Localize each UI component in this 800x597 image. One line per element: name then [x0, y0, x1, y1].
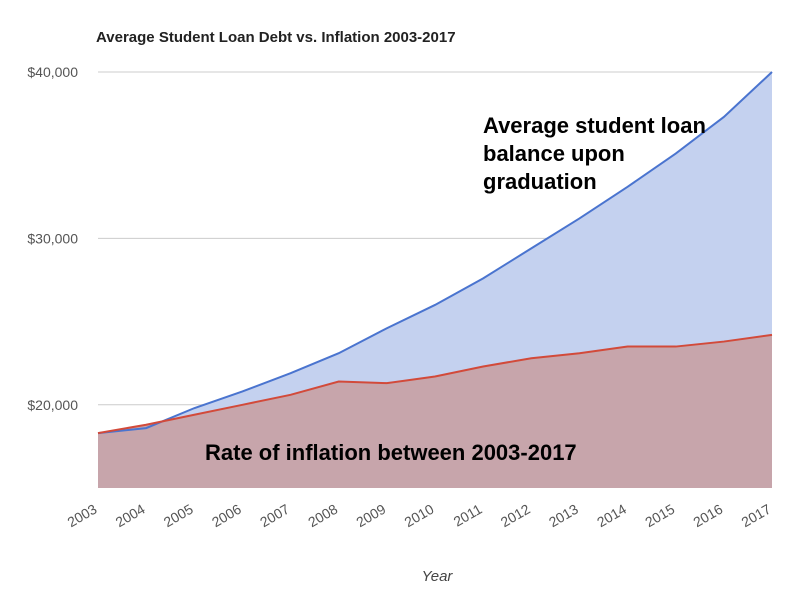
- x-axis-label: Year: [422, 568, 454, 585]
- x-tick-label: 2008: [305, 501, 340, 531]
- x-tick-label: 2009: [353, 501, 388, 531]
- x-tick-label: 2003: [65, 501, 100, 531]
- chart-title: Average Student Loan Debt vs. Inflation …: [96, 29, 456, 46]
- inflation-line: [97, 333, 773, 435]
- debt-annotation-line-2: balance upon: [483, 141, 625, 166]
- y-axis: $20,000 $30,000 $40,000: [27, 64, 78, 413]
- x-tick-label: 2010: [402, 501, 437, 531]
- debt-annotation-line-3: graduation: [483, 169, 597, 194]
- series-areas: [98, 72, 772, 488]
- x-tick-label: 2015: [642, 501, 677, 531]
- x-tick-label: 2014: [594, 501, 629, 531]
- student-loan-line: [97, 71, 773, 435]
- y-tick-label: $20,000: [27, 397, 78, 413]
- x-tick-label: 2016: [690, 501, 725, 531]
- inflation-area: [98, 334, 772, 488]
- y-tick-label: $30,000: [27, 230, 78, 246]
- x-tick-label: 2013: [546, 501, 581, 531]
- x-tick-label: 2017: [739, 501, 774, 531]
- series-lines: [97, 71, 773, 435]
- x-tick-label: 2012: [498, 501, 533, 531]
- inflation-annotation: Rate of inflation between 2003-2017: [205, 440, 577, 465]
- x-axis: 2003 2004 2005 2006 2007 2008 2009 2010 2011 2012…: [65, 501, 774, 531]
- x-tick-label: 2005: [161, 501, 196, 531]
- x-tick-label: 2011: [451, 501, 485, 530]
- y-tick-label: $40,000: [27, 64, 78, 80]
- x-tick-label: 2006: [209, 501, 244, 531]
- debt-annotation-line-1: Average student loan: [483, 113, 706, 138]
- x-tick-label: 2007: [257, 501, 292, 531]
- x-tick-label: 2004: [113, 501, 148, 531]
